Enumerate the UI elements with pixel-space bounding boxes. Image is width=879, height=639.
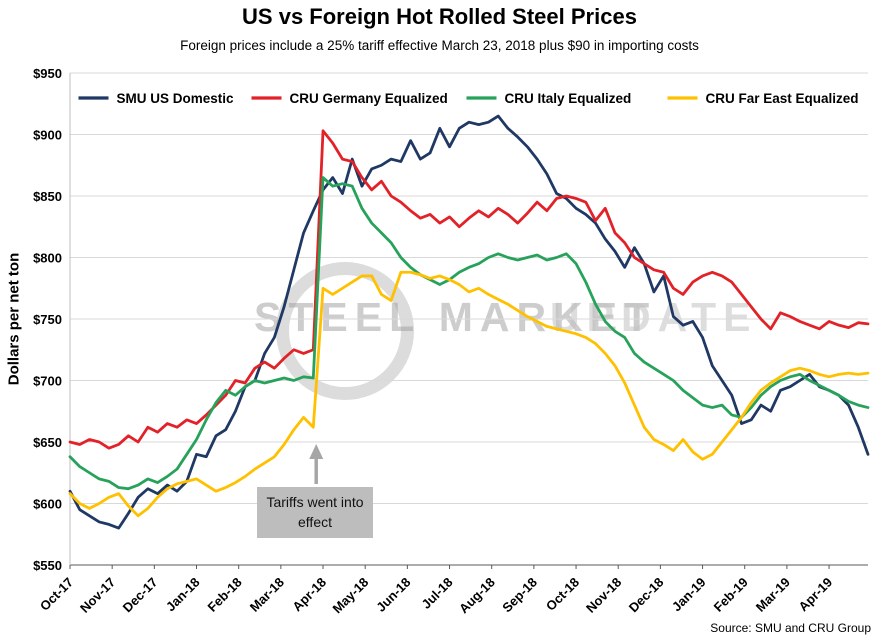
tariff-annotation-box: Tariffs went into effect <box>257 487 373 539</box>
y-tick-label: $900 <box>33 128 62 143</box>
source-note: Source: SMU and CRU Group <box>710 621 871 635</box>
x-tick-label: Jan-19 <box>669 575 709 615</box>
y-tick-label: $700 <box>33 374 62 389</box>
y-tick-label: $550 <box>33 558 62 573</box>
legend-label: CRU Germany Equalized <box>290 91 448 106</box>
x-tick-label: Jan-18 <box>163 575 203 615</box>
series-line-cru-far-east-equalized <box>68 270 870 518</box>
y-tick-label: $750 <box>33 312 62 327</box>
legend-label: CRU Italy Equalized <box>505 91 632 106</box>
chart-subtitle: Foreign prices include a 25% tariff effe… <box>180 38 699 53</box>
x-tick-label: May-18 <box>330 575 372 617</box>
x-tick-label: Apr-18 <box>289 575 329 615</box>
x-tick-label: Oct-17 <box>37 575 76 614</box>
legend-label: SMU US Domestic <box>117 91 235 106</box>
x-tick-label: Aug-18 <box>456 575 498 617</box>
x-tick-label: Dec-17 <box>120 575 161 616</box>
series-line-cru-germany-equalized <box>68 129 870 450</box>
x-tick-label: Oct-18 <box>543 575 582 614</box>
x-tick-label: Jul-18 <box>418 575 455 612</box>
x-tick-label: Nov-17 <box>77 575 118 616</box>
series-line-cru-italy-equalized <box>68 176 870 491</box>
x-tick-label: Feb-18 <box>205 575 245 615</box>
y-tick-label: $600 <box>33 497 62 512</box>
chart-title: US vs Foreign Hot Rolled Steel Prices <box>242 4 637 29</box>
y-tick-label: $650 <box>33 435 62 450</box>
annotation-arrow-head <box>309 444 324 459</box>
y-tick-label: $950 <box>33 66 62 81</box>
y-tick-label: $800 <box>33 251 62 266</box>
x-tick-label: Dec-18 <box>626 575 667 616</box>
y-tick-label: $850 <box>33 189 62 204</box>
x-tick-label: Sep-18 <box>499 575 540 616</box>
x-tick-label: Mar-19 <box>753 575 793 615</box>
x-tick-label: Apr-19 <box>795 575 835 615</box>
watermark-text-update: UPDATE <box>550 294 758 340</box>
legend-label: CRU Far East Equalized <box>706 91 859 106</box>
x-tick-label: Jun-18 <box>373 575 413 615</box>
x-tick-label: Feb-19 <box>711 575 751 615</box>
series-line-smu-us-domestic <box>68 114 870 530</box>
x-tick-label: Nov-18 <box>583 575 624 616</box>
x-tick-label: Mar-18 <box>247 575 287 615</box>
